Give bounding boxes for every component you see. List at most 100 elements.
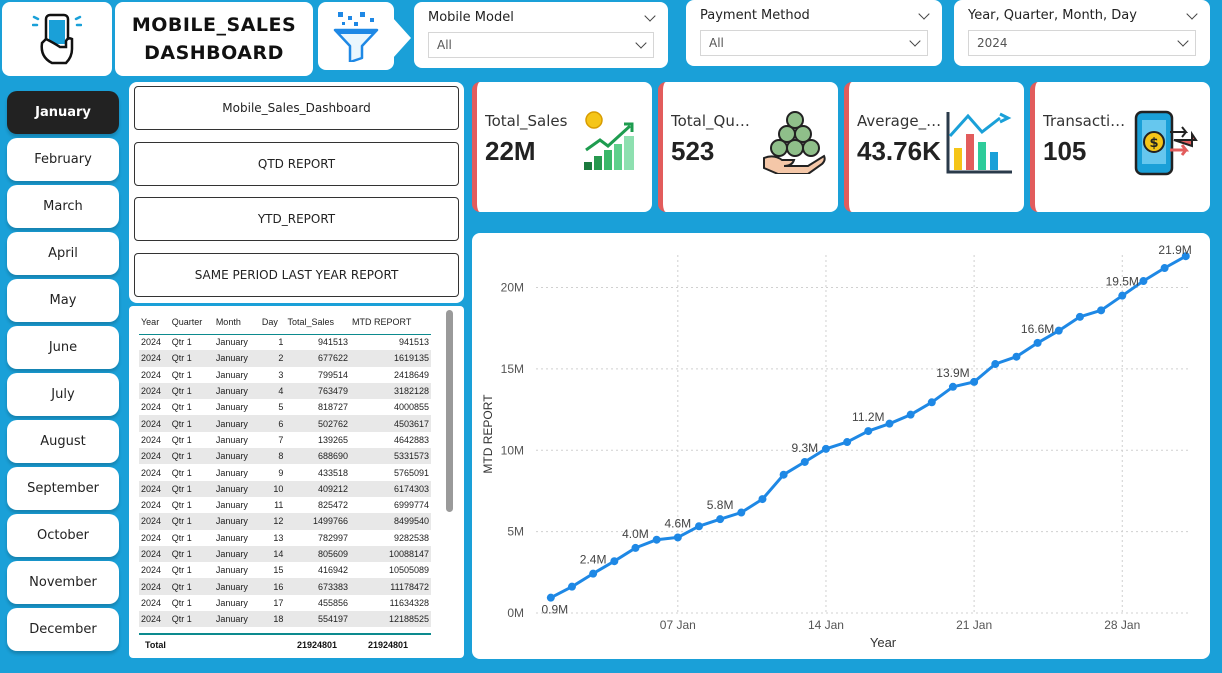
data-point	[1033, 338, 1042, 347]
table-row[interactable]: 2024 Qtr 1 January 8 688690 5331573	[139, 448, 431, 465]
table-cell: 8499540	[350, 513, 431, 530]
table-cell: 10505089	[350, 562, 431, 579]
table-row[interactable]: 2024 Qtr 1 January 1 941513 941513	[139, 334, 431, 351]
report-nav-panel: Mobile_Sales_Dashboard QTD REPORT YTD_RE…	[129, 82, 464, 303]
filter-arrow	[393, 18, 411, 58]
data-label: 13.9M	[936, 366, 969, 380]
month-button-july[interactable]: July	[7, 373, 119, 416]
total-mtd-value: 21924801	[368, 640, 409, 650]
mtd-line-chart-card: 0M 5M 10M 15M 20M 07 Jan 14 Jan 21 Jan 28 Jan Yea…	[472, 233, 1210, 659]
month-button-april[interactable]: April	[7, 232, 119, 275]
table-row[interactable]: 2024 Qtr 1 January 7 139265 4642883	[139, 431, 431, 449]
nav-button-ytd[interactable]: YTD_REPORT	[134, 197, 459, 241]
data-point	[673, 533, 682, 542]
sales-growth-icon	[584, 111, 634, 170]
table-row[interactable]: 2024 Qtr 1 January 18 554197 12188525	[139, 611, 431, 628]
table-cell: 11	[259, 496, 286, 514]
table-cell: 2024	[139, 464, 170, 481]
table-cell: 416942	[285, 562, 351, 579]
chevron-down-icon[interactable]	[644, 9, 656, 22]
kpi-label: Transactions	[1043, 112, 1131, 130]
chevron-down-icon[interactable]	[918, 7, 930, 20]
month-button-november[interactable]: November	[7, 561, 119, 604]
table-cell: 941513	[350, 334, 431, 351]
slicer-dropdown[interactable]: All	[428, 32, 654, 58]
table-cell: 9282538	[350, 529, 431, 546]
column-header-quarter[interactable]: Quarter	[169, 310, 214, 335]
table-cell: 6999774	[350, 496, 431, 514]
nav-button-qtd[interactable]: QTD REPORT	[134, 142, 459, 186]
mtd-line-chart: 0M 5M 10M 15M 20M 07 Jan 14 Jan 21 Jan 28 Jan Yea…	[481, 243, 1192, 650]
table-row[interactable]: 2024 Qtr 1 January 11 825472 6999774	[139, 496, 431, 514]
data-point	[694, 522, 703, 531]
table-cell: 9	[259, 464, 286, 481]
table-cell: 17	[259, 594, 286, 612]
table-row[interactable]: 2024 Qtr 1 January 4 763479 3182128	[139, 382, 431, 400]
table-cell: 15	[259, 562, 286, 579]
table-cell: 2418649	[350, 366, 431, 383]
slicer-date-hierarchy[interactable]: Year, Quarter, Month, Day 2024	[954, 0, 1210, 66]
kpi-label: Average_Pr...	[857, 112, 945, 130]
filter-card[interactable]	[318, 2, 394, 70]
month-button-february[interactable]: February	[7, 138, 119, 181]
data-point	[589, 569, 598, 578]
table-row[interactable]: 2024 Qtr 1 January 14 805609 10088147	[139, 545, 431, 563]
y-tick-label: 15M	[501, 362, 524, 376]
slicer-dropdown[interactable]: 2024	[968, 30, 1196, 56]
month-button-december[interactable]: December	[7, 608, 119, 651]
slicer-mobile-model[interactable]: Mobile Model All	[414, 2, 668, 68]
month-button-august[interactable]: August	[7, 420, 119, 463]
table-cell: 941513	[285, 334, 351, 351]
table-row[interactable]: 2024 Qtr 1 January 9 433518 5765091	[139, 464, 431, 481]
chevron-down-icon[interactable]	[1186, 7, 1198, 20]
data-label: 21.9M	[1158, 243, 1191, 257]
table-row[interactable]: 2024 Qtr 1 January 16 673383 11178472	[139, 578, 431, 595]
table-cell: January	[213, 334, 260, 351]
table-row[interactable]: 2024 Qtr 1 January 5 818727 4000855	[139, 399, 431, 416]
data-point	[1075, 312, 1084, 321]
table-row[interactable]: 2024 Qtr 1 January 3 799514 2418649	[139, 366, 431, 383]
table-row[interactable]: 2024 Qtr 1 January 2 677622 1619135	[139, 350, 431, 367]
data-point	[567, 582, 576, 591]
table-row[interactable]: 2024 Qtr 1 January 6 502762 4503617	[139, 415, 431, 432]
nav-button-same-period[interactable]: SAME PERIOD LAST YEAR REPORT	[134, 253, 459, 297]
data-point	[948, 382, 957, 391]
slicer-value: 2024	[977, 36, 1008, 50]
month-button-may[interactable]: May	[7, 279, 119, 322]
table-cell: 763479	[285, 382, 351, 400]
month-button-march[interactable]: March	[7, 185, 119, 228]
table-cell: 4000855	[350, 399, 431, 416]
column-header-total-sales[interactable]: Total_Sales	[285, 310, 351, 335]
table-cell: 2024	[139, 415, 170, 432]
column-header-day[interactable]: Day	[259, 310, 286, 335]
slicer-dropdown[interactable]: All	[700, 30, 928, 56]
month-button-october[interactable]: October	[7, 514, 119, 557]
column-header-year[interactable]: Year	[139, 310, 170, 335]
table-row[interactable]: 2024 Qtr 1 January 12 1499766 8499540	[139, 513, 431, 530]
mobile-payment-icon: $	[1134, 110, 1198, 176]
month-button-june[interactable]: June	[7, 326, 119, 369]
table-row[interactable]: 2024 Qtr 1 January 13 782997 9282538	[139, 529, 431, 546]
data-point	[737, 508, 746, 517]
mtd-table: Year Quarter Month Day Total_Sales MTD R…	[139, 310, 431, 628]
data-point	[991, 360, 1000, 369]
month-button-january[interactable]: January	[7, 91, 119, 134]
slicer-payment-method[interactable]: Payment Method All	[686, 0, 942, 66]
table-scrollbar[interactable]	[446, 310, 453, 512]
table-cell: 433518	[285, 464, 351, 481]
column-header-month[interactable]: Month	[213, 310, 260, 335]
x-tick-label: 21 Jan	[956, 618, 992, 632]
table-row[interactable]: 2024 Qtr 1 January 17 455856 11634328	[139, 594, 431, 612]
column-header-mtd[interactable]: MTD REPORT	[350, 310, 431, 335]
dashboard-title: MOBILE_SALES DASHBOARD	[115, 2, 313, 76]
nav-button-dashboard[interactable]: Mobile_Sales_Dashboard	[134, 86, 459, 130]
data-point	[1139, 277, 1148, 286]
slicer-value: All	[437, 38, 452, 52]
table-cell: Qtr 1	[169, 496, 214, 514]
table-cell: 10	[259, 480, 286, 497]
table-cell: 6	[259, 415, 286, 432]
table-cell: January	[213, 366, 260, 383]
table-row[interactable]: 2024 Qtr 1 January 15 416942 10505089	[139, 562, 431, 579]
month-button-september[interactable]: September	[7, 467, 119, 510]
table-row[interactable]: 2024 Qtr 1 January 10 409212 6174303	[139, 480, 431, 497]
